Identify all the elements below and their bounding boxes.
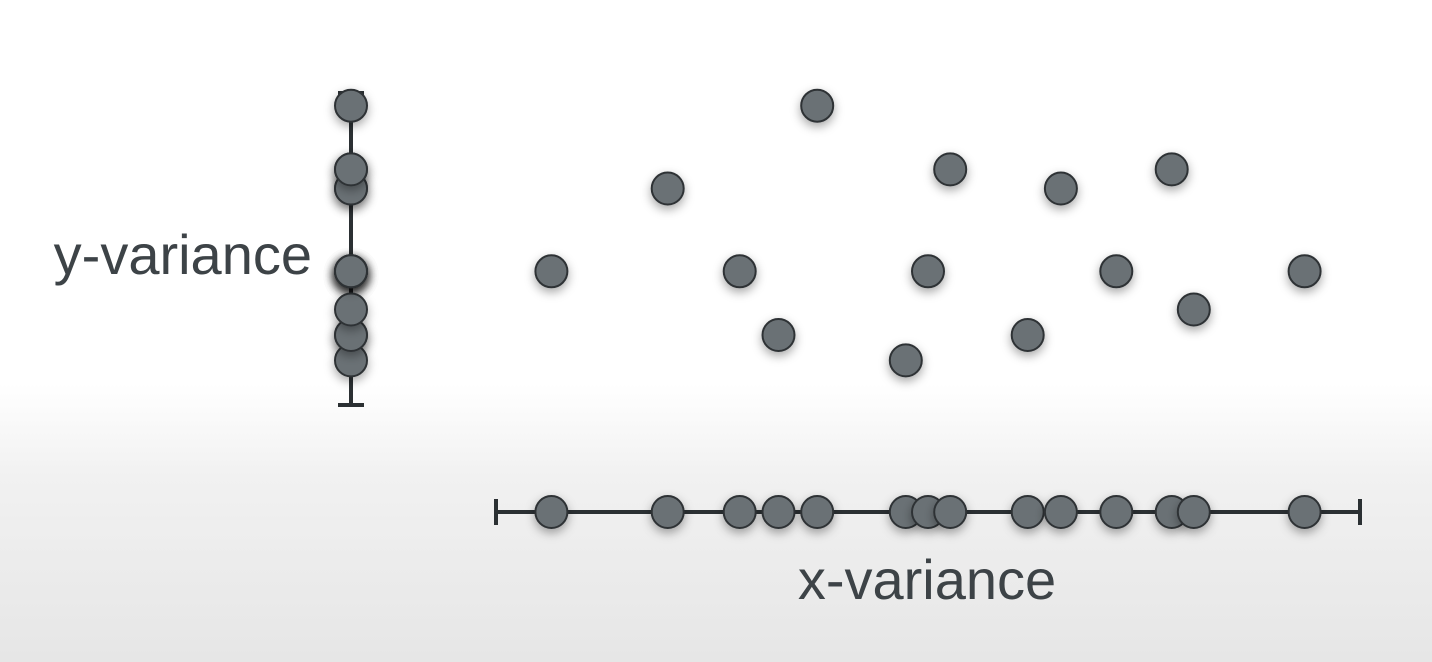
x-projection-point — [1045, 496, 1077, 528]
x-projection-point — [535, 496, 567, 528]
scatter-point — [1012, 319, 1044, 351]
scatter-point — [535, 255, 567, 287]
x-projection-point — [1012, 496, 1044, 528]
scatter-points — [535, 90, 1320, 377]
scatter-point — [1178, 294, 1210, 326]
scatter-point — [1100, 255, 1132, 287]
scatter-point — [890, 344, 922, 376]
y-variance-axis — [335, 90, 367, 405]
x-projection-dots — [535, 496, 1320, 528]
x-projection-point — [724, 496, 756, 528]
scatter-point — [724, 255, 756, 287]
scatter-point — [912, 255, 944, 287]
x-variance-label: x-variance — [798, 548, 1056, 611]
y-projection-point — [335, 153, 367, 185]
x-projection-point — [1178, 496, 1210, 528]
scatter-point — [1045, 173, 1077, 205]
x-projection-point — [652, 496, 684, 528]
y-variance-label: y-variance — [54, 223, 312, 286]
scatter-point — [934, 153, 966, 185]
x-projection-point — [934, 496, 966, 528]
x-projection-point — [763, 496, 795, 528]
x-projection-point — [801, 496, 833, 528]
x-projection-point — [1100, 496, 1132, 528]
scatter-point — [763, 319, 795, 351]
scatter-point — [652, 173, 684, 205]
y-projection-point — [335, 255, 367, 287]
scatter-point — [1289, 255, 1321, 287]
scatter-point — [1156, 153, 1188, 185]
x-projection-point — [1289, 496, 1321, 528]
y-projection-point — [335, 90, 367, 122]
scatter-point — [801, 90, 833, 122]
x-variance-axis — [496, 496, 1360, 528]
y-projection-point — [335, 294, 367, 326]
